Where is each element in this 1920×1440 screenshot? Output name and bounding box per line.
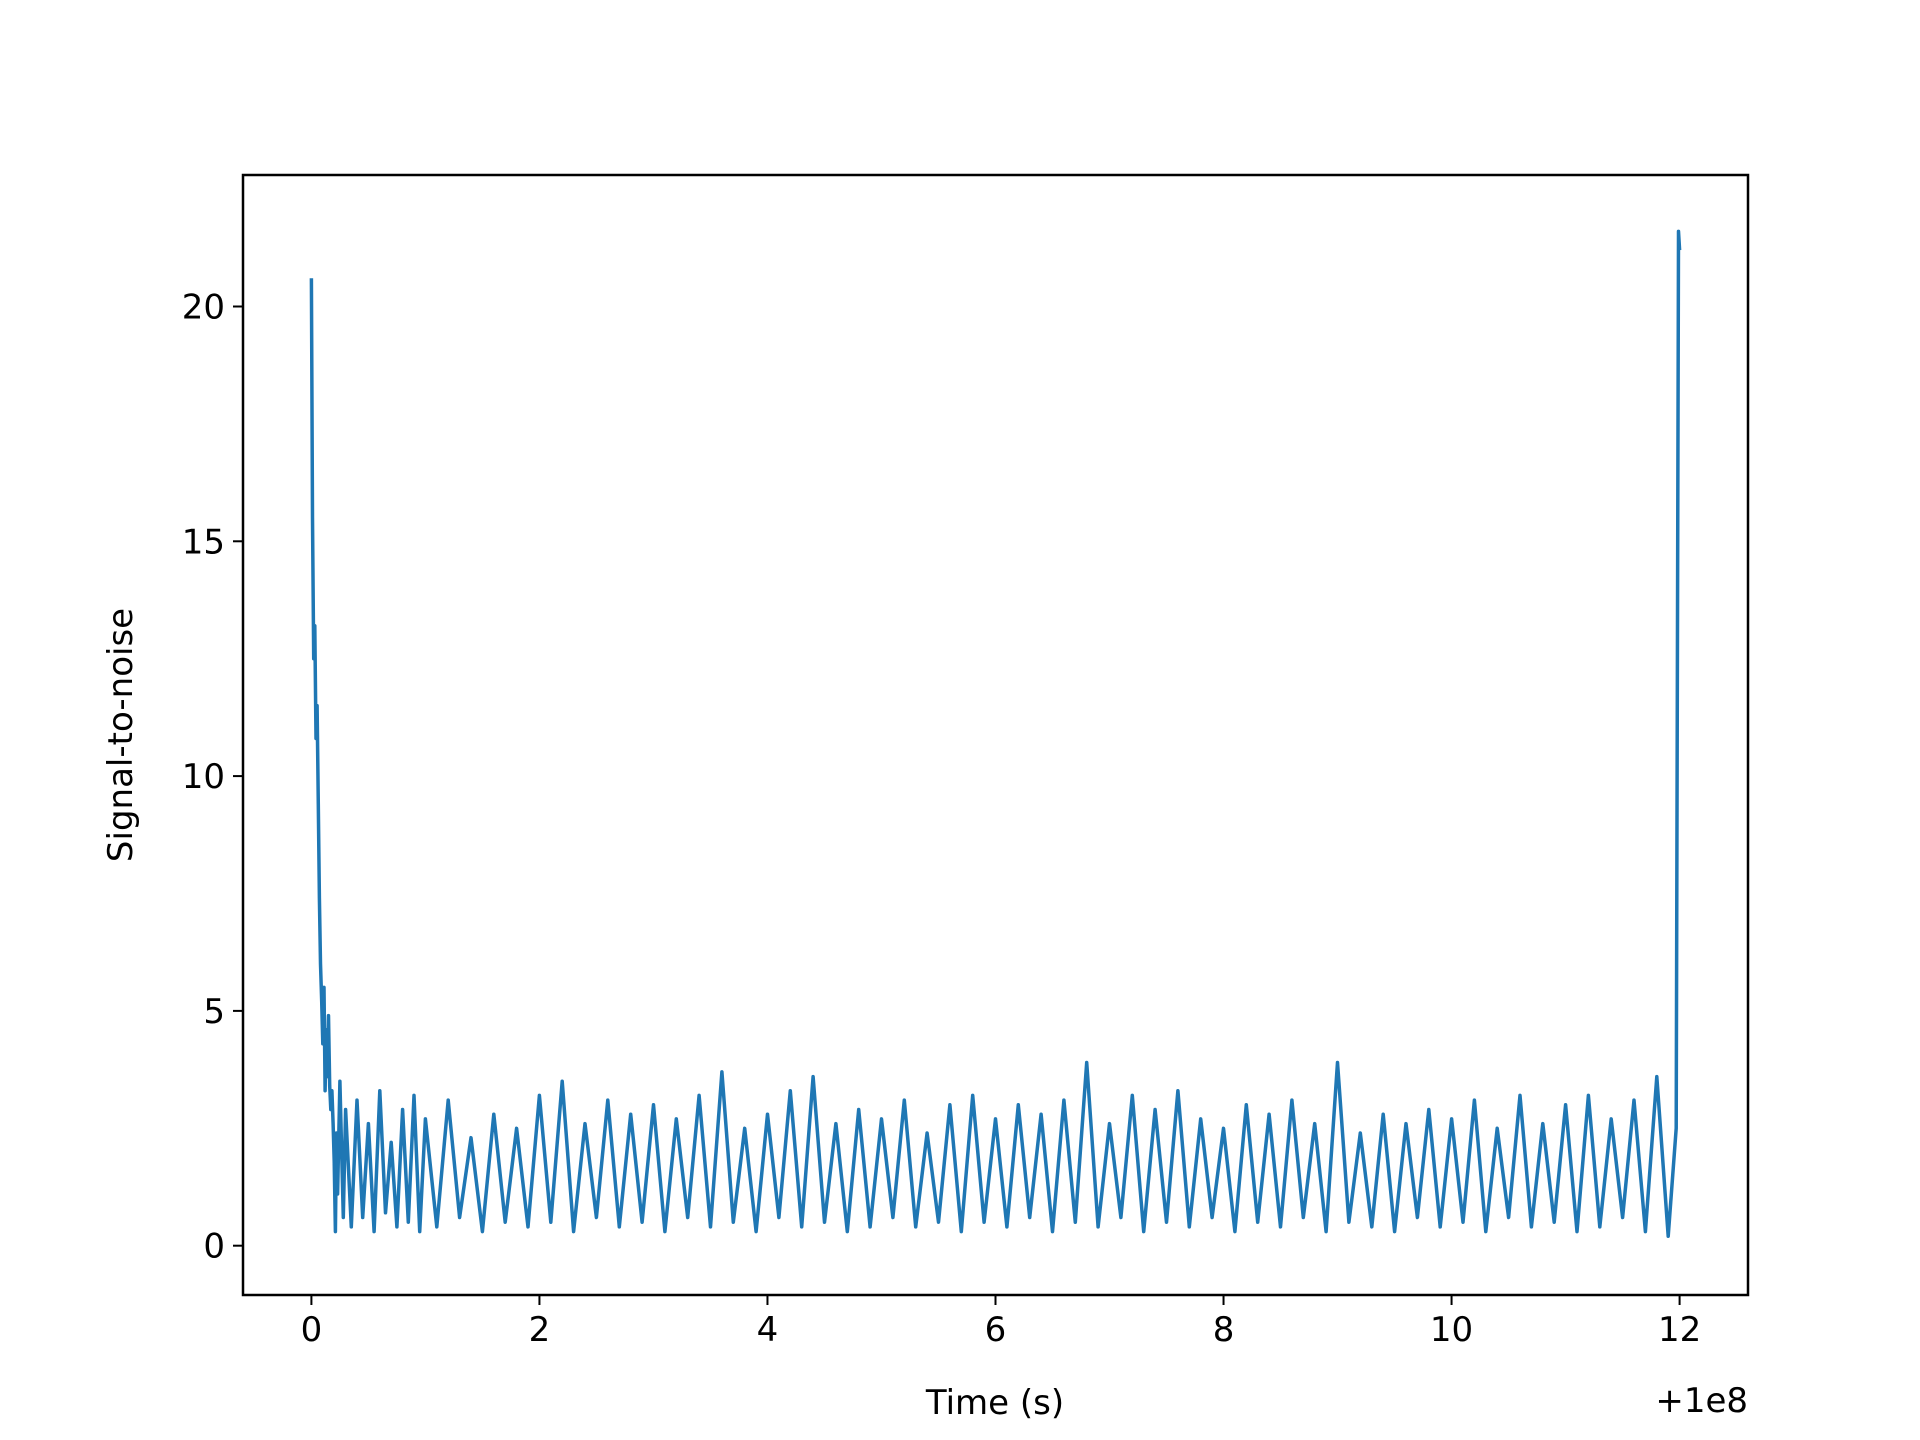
y-tick-label: 20 [182,287,225,327]
x-tick-label: 10 [1430,1310,1473,1350]
x-tick-label: 8 [1213,1310,1235,1350]
y-tick-label: 5 [203,992,225,1032]
x-axis-ticks: 0 2 4 6 8 10 12 [301,1295,1701,1350]
x-tick-label: 0 [301,1310,323,1350]
x-axis-label: Time (s) [925,1383,1064,1423]
series-line-0 [309,229,1682,1239]
x-tick-label: 12 [1658,1310,1701,1350]
y-axis-ticks: 0 5 10 15 20 [182,287,243,1267]
x-tick-label: 6 [985,1310,1007,1350]
x-offset-label: +1e8 [1655,1381,1748,1421]
y-tick-label: 15 [182,522,225,562]
plot-area [309,229,1682,1239]
x-tick-label: 2 [529,1310,551,1350]
y-axis-label: Signal-to-noise [101,608,141,862]
y-tick-label: 10 [182,757,225,797]
x-tick-label: 4 [757,1310,779,1350]
y-tick-label: 0 [203,1227,225,1267]
